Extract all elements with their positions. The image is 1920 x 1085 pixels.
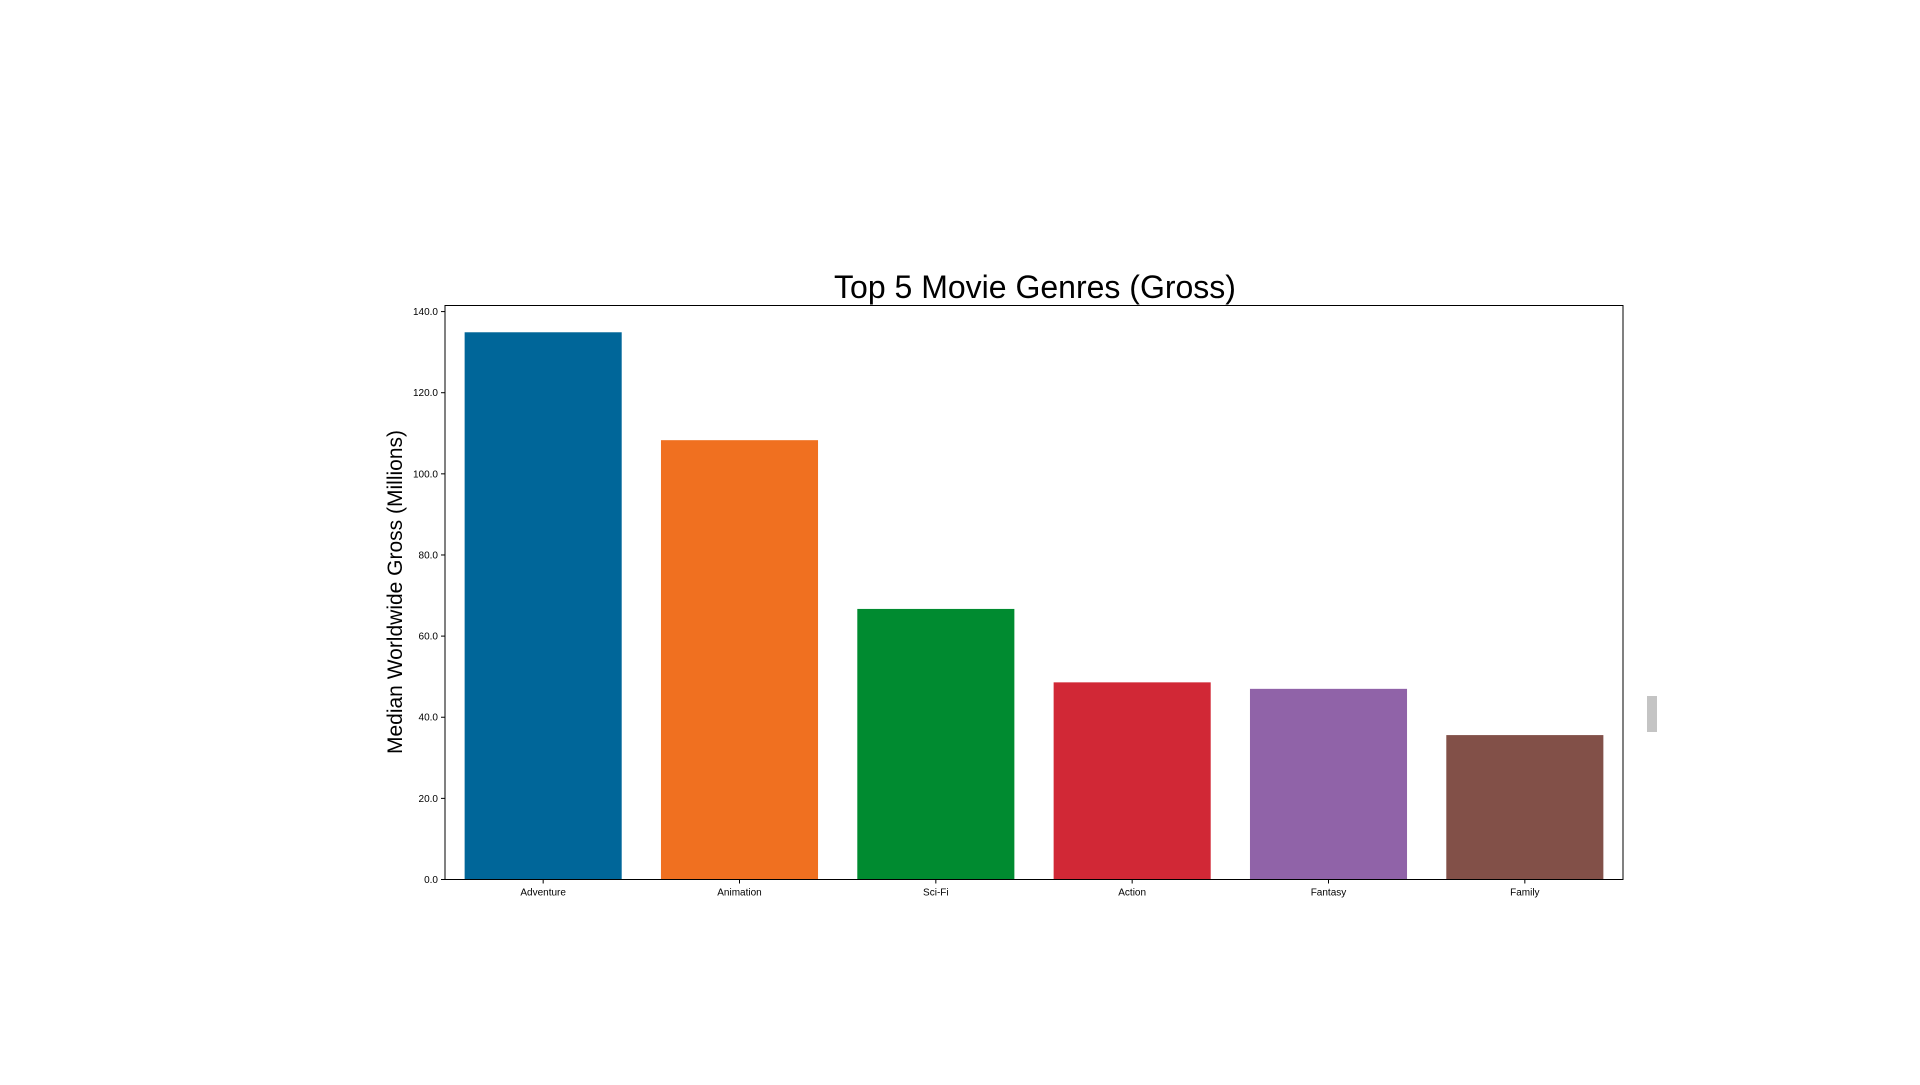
x-tick-label: Animation bbox=[717, 888, 761, 899]
bar-adventure bbox=[464, 332, 622, 880]
y-tick-label: 0.0 bbox=[424, 875, 438, 886]
y-tick-label: 60.0 bbox=[419, 632, 439, 643]
bar-sci-fi bbox=[857, 608, 1015, 880]
bar-action bbox=[1053, 682, 1211, 880]
bar-family bbox=[1446, 735, 1604, 880]
scrollbar-thumb[interactable] bbox=[1647, 696, 1657, 732]
bars-layer bbox=[464, 332, 1604, 880]
y-tick-label: 120.0 bbox=[413, 388, 438, 399]
x-tick-label: Sci-Fi bbox=[923, 888, 949, 899]
y-tick-label: 40.0 bbox=[419, 713, 439, 724]
y-tick-label: 140.0 bbox=[413, 307, 438, 318]
y-axis-label: Median Worldwide Gross (Millions) bbox=[384, 430, 407, 754]
y-tick-label: 100.0 bbox=[413, 469, 438, 480]
x-tick-label: Family bbox=[1510, 888, 1539, 899]
chart-title: Top 5 Movie Genres (Gross) bbox=[834, 269, 1236, 305]
y-axis-ticks: 0.0 20.0 40.0 60.0 80.0 100.0 120.0 140.0 bbox=[413, 307, 445, 886]
x-axis-ticks: Adventure Animation Sci-Fi Action Fantasy Fam… bbox=[520, 879, 1540, 899]
y-tick-label: 80.0 bbox=[419, 550, 439, 561]
x-tick-label: Action bbox=[1118, 888, 1146, 899]
bar-animation bbox=[660, 440, 819, 880]
plot-area-frame bbox=[444, 305, 1624, 880]
y-tick-label: 20.0 bbox=[419, 794, 439, 805]
x-tick-label: Fantasy bbox=[1311, 888, 1347, 899]
x-tick-label: Adventure bbox=[520, 888, 566, 899]
bar-fantasy bbox=[1249, 688, 1408, 880]
